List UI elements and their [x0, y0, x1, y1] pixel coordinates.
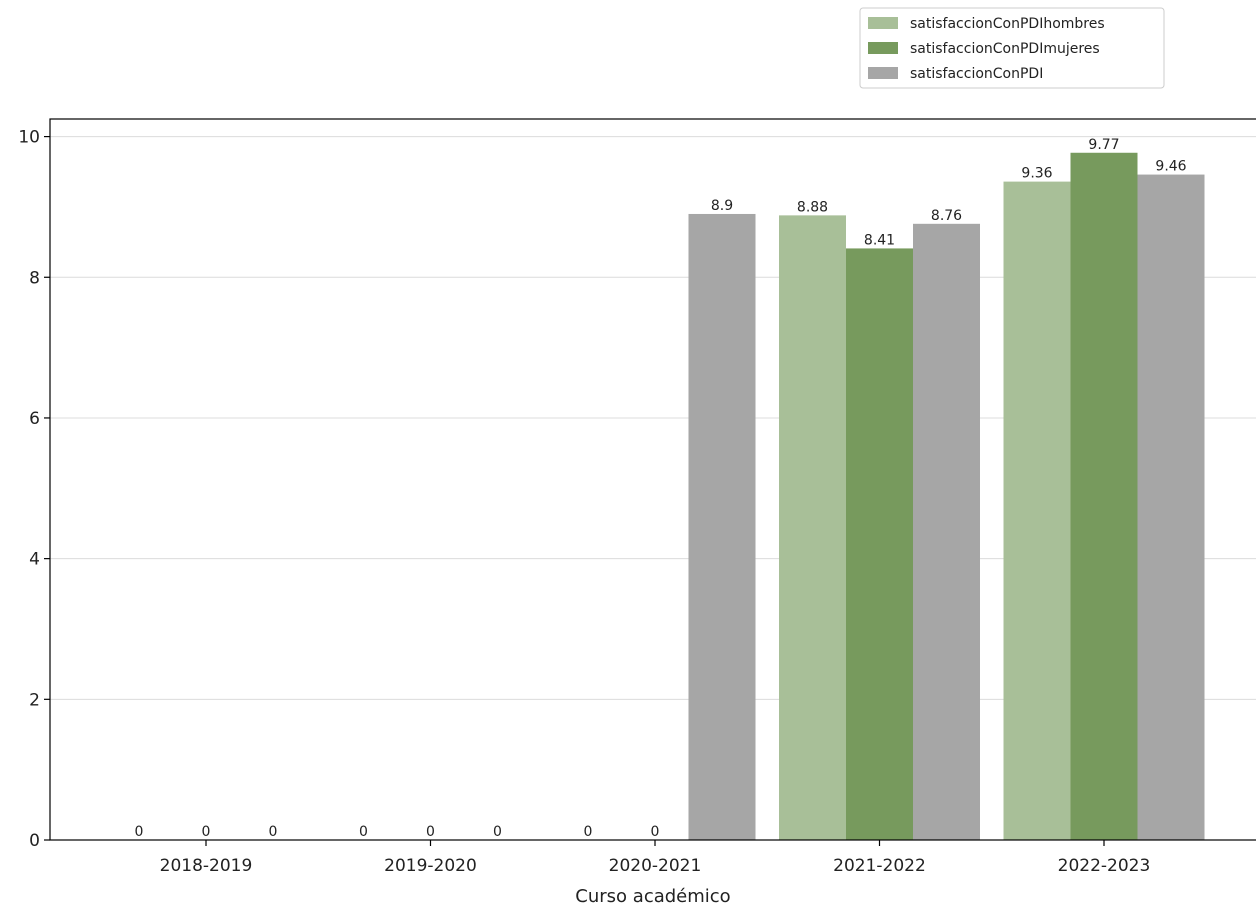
- x-axis-title: Curso académico: [575, 886, 730, 906]
- data-label: 8.41: [864, 232, 895, 248]
- data-label: 0: [584, 824, 593, 840]
- legend-swatch: [868, 17, 898, 29]
- y-tick-label: 2: [29, 690, 40, 710]
- bar: [1003, 181, 1071, 841]
- bars: [688, 152, 1205, 841]
- y-tick-label: 0: [29, 831, 40, 851]
- bar: [846, 248, 913, 841]
- data-labels: 0 0 0 8.88 9.36 0 0 0 8.41 9.77 0 0 8.9 8.76 9.46: [135, 137, 1187, 840]
- bar: [913, 223, 980, 840]
- data-label: 0: [493, 824, 502, 840]
- data-label: 8.9: [711, 198, 733, 214]
- bar: [688, 213, 756, 841]
- y-tick-label: 6: [29, 409, 40, 429]
- legend-label: satisfaccionConPDIhombres: [910, 16, 1105, 32]
- legend-swatch: [868, 67, 898, 79]
- y-tick-label: 4: [29, 550, 40, 570]
- data-label: 0: [135, 824, 144, 840]
- x-axis: 2018-2019 2019-2020 2020-2021 2021-2022 2022…: [160, 840, 1151, 876]
- legend-label: satisfaccionConPDI: [910, 66, 1043, 82]
- y-tick-label: 8: [29, 268, 40, 288]
- x-tick-label: 2020-2021: [609, 856, 702, 876]
- legend: satisfaccionConPDIhombres satisfaccionCon…: [859, 7, 1165, 89]
- data-label: 9.77: [1088, 137, 1119, 153]
- x-tick-label: 2021-2022: [833, 856, 926, 876]
- bar: [1070, 152, 1138, 840]
- data-label: 9.36: [1021, 166, 1052, 182]
- data-label: 0: [269, 824, 278, 840]
- plot-frame: [49, 118, 1256, 841]
- x-tick-label: 2022-2023: [1058, 856, 1151, 876]
- data-label: 0: [359, 824, 368, 840]
- bar: [1137, 174, 1205, 840]
- x-tick-label: 2019-2020: [384, 856, 477, 876]
- y-axis: 0 2 4 6 8 10: [18, 128, 50, 851]
- x-tick-label: 2018-2019: [160, 856, 253, 876]
- data-label: 0: [426, 824, 435, 840]
- data-label: 0: [202, 824, 211, 840]
- y-tick-label: 10: [18, 128, 40, 148]
- data-label: 9.46: [1155, 159, 1186, 175]
- bar: [779, 215, 846, 840]
- data-label: 8.76: [931, 208, 962, 224]
- legend-swatch: [868, 42, 898, 54]
- data-label: 0: [651, 824, 660, 840]
- legend-label: satisfaccionConPDImujeres: [910, 41, 1100, 57]
- data-label: 8.88: [797, 199, 828, 215]
- legend-box: [859, 7, 1165, 89]
